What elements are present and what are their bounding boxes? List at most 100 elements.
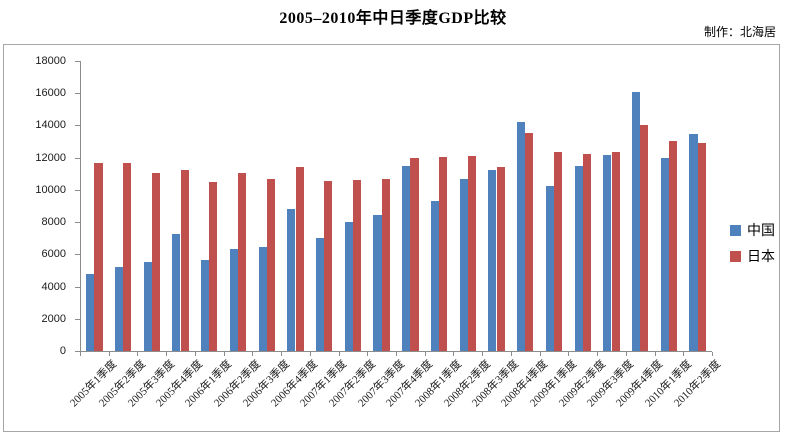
- x-axis-tick-mark: [482, 352, 483, 356]
- china-gdp-bar: [430, 201, 440, 351]
- china-gdp-bar: [689, 134, 698, 351]
- china-gdp-bar: [402, 166, 411, 351]
- x-axis-tick-mark: [712, 352, 713, 356]
- japan-gdp-bar: [697, 143, 706, 351]
- japan-gdp-bar: [151, 173, 160, 351]
- china-gdp-bar: [229, 249, 238, 351]
- y-axis-tick-mark: [75, 351, 80, 352]
- y-axis-tick-label: 2000: [41, 312, 66, 325]
- china-gdp-bar: [603, 155, 612, 351]
- china-gdp-bar: [545, 186, 554, 351]
- x-axis-tick-mark: [540, 352, 541, 356]
- legend-item-china: 中国: [730, 217, 775, 243]
- china-gdp-bar: [287, 209, 296, 351]
- x-axis-tick-mark: [339, 352, 340, 356]
- china-gdp-bar: [172, 234, 181, 351]
- japan-gdp-bar: [467, 156, 476, 351]
- japan-gdp-bar: [94, 163, 103, 351]
- japan-gdp-bar: [439, 157, 448, 351]
- japan-gdp-bar: [668, 141, 678, 351]
- china-gdp-bar: [143, 262, 152, 351]
- chart-frame: 0 2000 4000 6000 8000 10000 12000 14000 16000 180…: [3, 44, 780, 432]
- x-axis-tick-mark: [252, 352, 253, 356]
- japan-gdp-bar: [324, 181, 333, 351]
- china-gdp-bar: [574, 166, 583, 351]
- y-axis-tick-mark: [75, 157, 80, 159]
- japan-gdp-bar: [496, 167, 505, 351]
- japan-series-label: 日本: [747, 250, 775, 265]
- china-gdp-bar: [344, 222, 353, 351]
- china-gdp-bar: [488, 170, 497, 351]
- y-axis-tick-label: 0: [59, 345, 66, 357]
- japan-gdp-bar: [611, 152, 620, 351]
- x-axis-tick-mark: [195, 352, 196, 356]
- japan-gdp-bar: [266, 179, 275, 351]
- legend: 中国 日本: [730, 217, 775, 269]
- x-axis-tick-mark: [425, 352, 426, 356]
- japan-gdp-bar: [352, 180, 362, 351]
- china-gdp-bar: [632, 92, 641, 351]
- japan-gdp-bar: [180, 170, 189, 351]
- japan-gdp-bar: [410, 158, 419, 351]
- japan-gdp-bar: [582, 154, 591, 351]
- y-axis-tick-label: 16000: [35, 87, 66, 100]
- y-axis-tick-mark: [75, 222, 80, 224]
- x-axis-line: [80, 351, 712, 352]
- y-axis-tick-mark: [75, 125, 80, 127]
- china-series-label: 中国: [747, 224, 775, 239]
- japan-gdp-bar: [295, 167, 304, 351]
- china-gdp-bar: [459, 179, 468, 351]
- china-gdp-bar: [316, 238, 325, 351]
- x-axis-tick-mark: [626, 352, 627, 356]
- japan-gdp-bar: [554, 152, 563, 351]
- x-axis-tick-mark: [137, 352, 138, 356]
- china-series-swatch: [730, 224, 741, 236]
- y-axis-tick-mark: [75, 61, 80, 62]
- japan-gdp-bar: [123, 163, 132, 351]
- japan-gdp-bar: [238, 173, 247, 351]
- x-axis-tick-mark: [109, 352, 110, 356]
- x-axis-tick-mark: [683, 352, 684, 356]
- china-gdp-bar: [114, 267, 124, 351]
- y-axis-tick-label: 4000: [41, 280, 66, 293]
- china-gdp-bar: [373, 215, 382, 351]
- china-gdp-bar: [201, 260, 210, 351]
- y-axis-tick-label: 6000: [41, 248, 66, 261]
- credit-text: 制作：北海居: [703, 25, 776, 39]
- y-axis-tick-label: 8000: [41, 216, 66, 229]
- x-axis-tick-mark: [511, 352, 512, 356]
- y-axis-tick-mark: [75, 93, 80, 95]
- china-gdp-bar: [660, 158, 669, 351]
- china-gdp-bar: [258, 247, 267, 351]
- chart-title: 2005–2010年中日季度GDP比较: [279, 10, 507, 27]
- legend-item-japan: 日本: [730, 243, 775, 269]
- x-axis-tick-mark: [166, 352, 167, 356]
- y-axis-line: [80, 61, 81, 352]
- x-axis-tick-mark: [80, 352, 81, 356]
- y-axis-tick-mark: [75, 286, 80, 288]
- japan-gdp-bar: [381, 179, 390, 351]
- y-axis-tick-label: 14000: [35, 119, 66, 132]
- y-axis-tick-label: 10000: [35, 183, 66, 196]
- y-axis-tick-mark: [75, 254, 80, 256]
- y-axis-tick-mark: [75, 189, 80, 191]
- x-axis-tick-mark: [396, 352, 397, 356]
- x-axis-tick-mark: [310, 352, 311, 356]
- x-axis-tick-mark: [453, 352, 454, 356]
- y-axis-tick-mark: [75, 318, 80, 320]
- japan-gdp-bar: [525, 133, 534, 351]
- japan-gdp-bar: [209, 182, 218, 351]
- china-gdp-bar: [517, 122, 526, 351]
- x-axis-tick-mark: [367, 352, 368, 356]
- japan-series-swatch: [730, 250, 741, 262]
- x-axis-tick-mark: [224, 352, 225, 356]
- x-axis-tick-mark: [568, 352, 569, 356]
- japan-gdp-bar: [640, 125, 649, 351]
- y-axis-tick-label: 12000: [35, 151, 66, 164]
- x-axis-tick-mark: [281, 352, 282, 356]
- x-axis-tick-mark: [655, 352, 656, 356]
- y-axis-tick-label: 18000: [35, 55, 66, 67]
- china-gdp-bar: [86, 274, 95, 351]
- x-axis-tick-mark: [597, 352, 598, 356]
